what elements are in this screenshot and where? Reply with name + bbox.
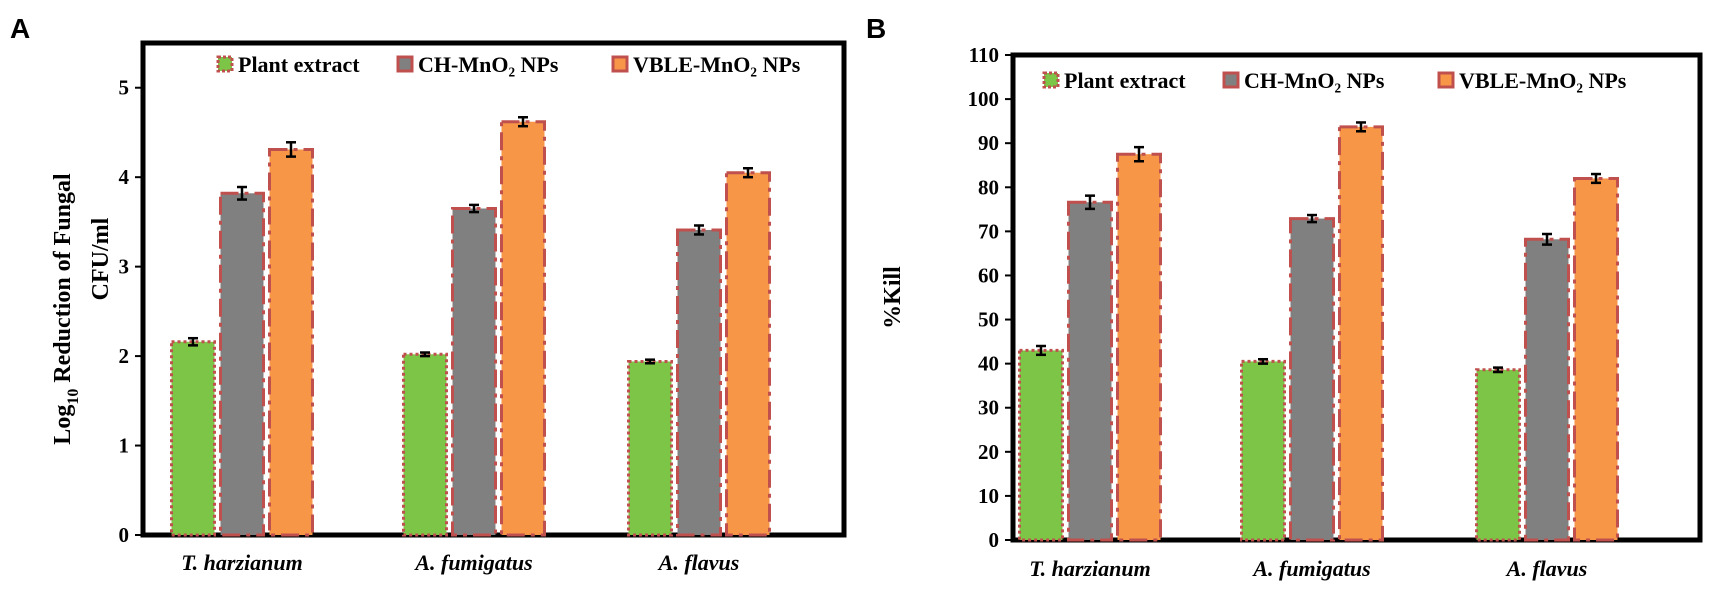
x-category-label: A. flavus — [657, 550, 740, 575]
legend-swatch — [396, 55, 414, 73]
legend-label: Plant extract — [1064, 68, 1186, 93]
y-tick-label: 100 — [968, 87, 1000, 111]
bar-ch-mno2 — [1067, 200, 1113, 542]
y-axis-label: %Kill — [880, 266, 906, 329]
x-category-label: A. fumigatus — [413, 550, 532, 575]
y-tick-label: 0 — [989, 528, 1000, 552]
y-tick-label: 1 — [119, 434, 130, 458]
y-tick-label: 10 — [978, 484, 999, 508]
y-tick-label: 80 — [978, 175, 999, 199]
error-bar — [743, 166, 753, 179]
legend-swatch — [611, 55, 629, 73]
error-bar — [518, 115, 528, 128]
y-axis-label-subscript: 10 — [65, 389, 82, 405]
y-tick-label: 2 — [119, 344, 130, 368]
chart-b: 0 10 20 30 40 50 60 70 80 90 100 110 %Kill T. harzian… — [880, 43, 1703, 581]
error-bar — [237, 185, 247, 201]
legend: Plant extract CH-MnO₂ NPs VBLE-MnO₂ NPs — [1042, 68, 1627, 93]
error-bar — [420, 351, 430, 358]
error-bar — [286, 141, 296, 158]
error-bar — [1307, 213, 1317, 224]
y-tick-label: 3 — [119, 255, 130, 279]
error-bar — [1356, 121, 1366, 133]
panel-b-label: B — [866, 13, 886, 44]
legend-label: Plant extract — [238, 52, 360, 77]
y-tick-label: 4 — [119, 165, 130, 189]
x-category-label: T. harzianum — [1029, 556, 1150, 581]
legend: Plant extract CH-MnO₂ NPs VBLE-MnO₂ NPs — [216, 52, 801, 77]
bar-plant-extract — [1018, 348, 1064, 542]
error-bar — [188, 336, 198, 347]
y-axis-label-line2: CFU/ml — [88, 217, 114, 300]
y-axis-label-rest: Reduction of Fungal — [50, 173, 76, 389]
bar-vble-mno2 — [1573, 176, 1619, 542]
bar-plant-extract — [627, 359, 673, 537]
panel-a-label: A — [10, 13, 30, 44]
error-bar — [1493, 366, 1503, 374]
x-category-label: T. harzianum — [181, 550, 302, 575]
y-tick-label: 5 — [119, 76, 130, 100]
bar-vble-mno2 — [725, 171, 771, 537]
bar-plant-extract — [170, 340, 216, 537]
error-bar — [1036, 344, 1046, 357]
y-tick-label: 70 — [978, 219, 999, 243]
error-bar — [694, 224, 704, 236]
legend-item: Plant extract — [1042, 68, 1186, 93]
error-bar — [645, 358, 655, 365]
error-bar — [1591, 172, 1601, 185]
y-axis-label-main: Log — [50, 405, 76, 445]
x-category-label: A. fumigatus — [1251, 556, 1370, 581]
bar-vble-mno2 — [500, 120, 546, 537]
legend-item: Plant extract — [216, 52, 360, 77]
error-bar — [1085, 194, 1095, 211]
legend-label: CH-MnO₂ NPs — [418, 52, 559, 77]
legend-item: VBLE-MnO₂ NPs — [611, 52, 801, 77]
legend-item: CH-MnO₂ NPs — [396, 52, 559, 77]
bar-plant-extract — [402, 352, 448, 537]
legend-swatch — [216, 55, 234, 73]
legend-swatch — [1437, 71, 1455, 89]
y-tick-label: 20 — [978, 440, 999, 464]
error-bar — [1134, 145, 1144, 163]
error-bar — [1542, 232, 1552, 246]
error-bar — [469, 203, 479, 214]
y-tick-label: 110 — [969, 43, 999, 67]
y-tick-label: 90 — [978, 131, 999, 155]
y-tick-label: 50 — [978, 308, 999, 332]
legend-label: VBLE-MnO₂ NPs — [633, 52, 801, 77]
y-tick-label: 0 — [119, 523, 130, 547]
error-bar — [1258, 357, 1268, 365]
y-axis-label: Log10 Reduction of Fungal — [50, 173, 82, 445]
bar-ch-mno2 — [451, 206, 497, 537]
bar-plant-extract — [1240, 359, 1286, 542]
x-category-label: A. flavus — [1505, 556, 1588, 581]
bar-plant-extract — [1475, 368, 1521, 542]
legend-label: VBLE-MnO₂ NPs — [1459, 68, 1627, 93]
bar-ch-mno2 — [219, 191, 265, 537]
y-tick-label: 40 — [978, 352, 999, 376]
bar-ch-mno2 — [1289, 217, 1335, 542]
bar-vble-mno2 — [1338, 125, 1384, 542]
bar-vble-mno2 — [268, 147, 314, 537]
legend-item: CH-MnO₂ NPs — [1222, 68, 1385, 93]
y-tick-label: 60 — [978, 263, 999, 287]
bar-ch-mno2 — [676, 228, 722, 537]
legend-swatch — [1042, 71, 1060, 89]
bar-vble-mno2 — [1116, 152, 1162, 542]
bar-ch-mno2 — [1524, 237, 1570, 542]
legend-item: VBLE-MnO₂ NPs — [1437, 68, 1627, 93]
legend-label: CH-MnO₂ NPs — [1244, 68, 1385, 93]
legend-swatch — [1222, 71, 1240, 89]
y-tick-label: 30 — [978, 396, 999, 420]
